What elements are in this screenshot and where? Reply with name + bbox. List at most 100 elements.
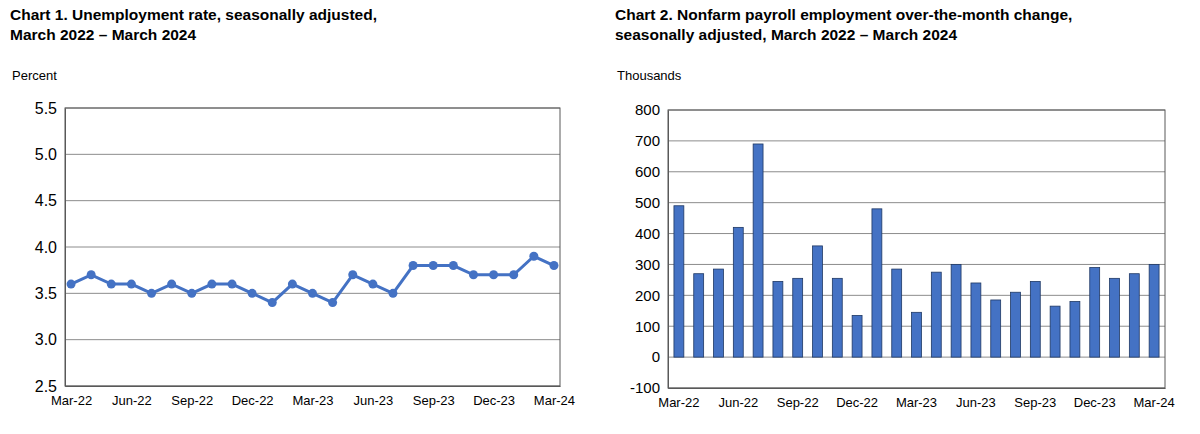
x-tick: Jun-23 — [956, 388, 996, 410]
y-tick: 500 — [635, 194, 668, 211]
x-tick-label: Jun-23 — [956, 395, 996, 410]
marker — [348, 270, 357, 279]
marker — [328, 298, 337, 307]
x-tick-label: Dec-22 — [836, 395, 878, 410]
grid-line — [668, 171, 1165, 172]
grid-line — [668, 202, 1165, 203]
marks — [674, 144, 1159, 357]
y-tick-label: 400 — [635, 225, 660, 242]
x-axis: Mar-22 Jun-22 Sep-22 Dec-22 Mar-23 Jun-23 Sep-… — [658, 388, 1174, 410]
grid-line — [65, 339, 560, 340]
bar — [733, 227, 743, 357]
bar — [912, 312, 922, 357]
bar — [1030, 281, 1040, 357]
marker — [449, 261, 458, 270]
x-tick: Mar-22 — [658, 388, 699, 410]
chart: Chart 2. Nonfarm payroll employment over… — [615, 6, 1175, 410]
x-tick: Mar-23 — [292, 386, 333, 408]
y-tick-label: -100 — [630, 379, 660, 396]
x-tick-label: Sep-22 — [777, 395, 819, 410]
plot-frame — [668, 110, 1165, 388]
bar — [1129, 274, 1139, 357]
line — [71, 256, 554, 302]
x-tick: Dec-23 — [1074, 388, 1116, 410]
y-tick-label: 3.0 — [35, 331, 57, 348]
y-tick-label: 4.0 — [35, 239, 57, 256]
x-tick-label: Sep-22 — [171, 393, 213, 408]
marker — [288, 280, 297, 289]
bar — [1011, 292, 1021, 357]
marker — [107, 280, 116, 289]
grid-line — [65, 200, 560, 201]
marker — [308, 289, 317, 298]
marker — [429, 261, 438, 270]
x-tick-label: Mar-23 — [896, 395, 937, 410]
x-axis-line — [66, 386, 561, 387]
bar — [674, 206, 684, 357]
y-tick: 4.5 — [35, 192, 65, 209]
y-tick: 4.0 — [35, 239, 65, 256]
y-axis: -1000100200300400500600700800 — [630, 101, 669, 396]
y-tick: 100 — [635, 318, 668, 335]
x-axis-line — [669, 388, 1166, 389]
x-tick: Mar-24 — [534, 386, 575, 408]
bar — [813, 246, 823, 357]
bar — [832, 278, 842, 357]
x-tick-label: Mar-22 — [51, 393, 92, 408]
grid-line — [668, 140, 1165, 141]
x-tick-label: Dec-23 — [473, 393, 515, 408]
marker — [248, 289, 257, 298]
chart-title: seasonally adjusted, March 2022 – March … — [615, 26, 957, 43]
y-tick: 5.0 — [35, 146, 65, 163]
bar — [852, 315, 862, 357]
marker — [469, 270, 478, 279]
x-tick: Jun-22 — [718, 388, 758, 410]
y-tick-label: 5.0 — [35, 146, 57, 163]
x-tick: Jun-23 — [353, 386, 393, 408]
x-tick: Sep-23 — [1014, 388, 1056, 410]
marker — [67, 280, 76, 289]
y-tick-label: 2.5 — [35, 378, 57, 395]
bar — [714, 269, 724, 357]
x-tick: Mar-24 — [1134, 388, 1175, 410]
y-tick: 700 — [635, 132, 668, 149]
marker — [409, 261, 418, 270]
bar — [753, 144, 763, 357]
bar — [1149, 264, 1159, 357]
y-tick: 200 — [635, 287, 668, 304]
y-tick: 2.5 — [35, 378, 65, 395]
marker — [489, 270, 498, 279]
grid — [668, 110, 1165, 388]
y-axis-label: Thousands — [617, 68, 682, 83]
x-tick-label: Sep-23 — [1014, 395, 1056, 410]
bar — [1070, 302, 1080, 358]
y-tick-label: 100 — [635, 318, 660, 335]
y-tick: 400 — [635, 225, 668, 242]
marker — [549, 261, 558, 270]
marker — [529, 252, 538, 261]
y-tick: -100 — [630, 379, 668, 396]
x-tick: Jun-22 — [112, 386, 152, 408]
x-tick-label: Mar-23 — [292, 393, 333, 408]
y-axis-line — [668, 111, 669, 389]
bar — [1090, 268, 1100, 358]
marker — [127, 280, 136, 289]
y-tick-label: 800 — [635, 101, 660, 118]
y-axis-label: Percent — [12, 68, 57, 83]
y-tick-label: 5.5 — [35, 100, 57, 117]
x-tick-label: Dec-22 — [232, 393, 274, 408]
grid — [65, 108, 560, 386]
marker — [268, 298, 277, 307]
y-tick: 800 — [635, 101, 668, 118]
x-tick-label: Jun-22 — [718, 395, 758, 410]
grid-line — [65, 154, 560, 155]
bar — [872, 209, 882, 357]
x-tick-label: Jun-23 — [353, 393, 393, 408]
marker — [167, 280, 176, 289]
bar — [971, 283, 981, 357]
bar — [991, 300, 1001, 357]
chart-title: Chart 1. Unemployment rate, seasonally a… — [10, 6, 377, 23]
y-tick-label: 700 — [635, 132, 660, 149]
bar — [773, 281, 783, 357]
x-tick: Mar-22 — [51, 386, 92, 408]
